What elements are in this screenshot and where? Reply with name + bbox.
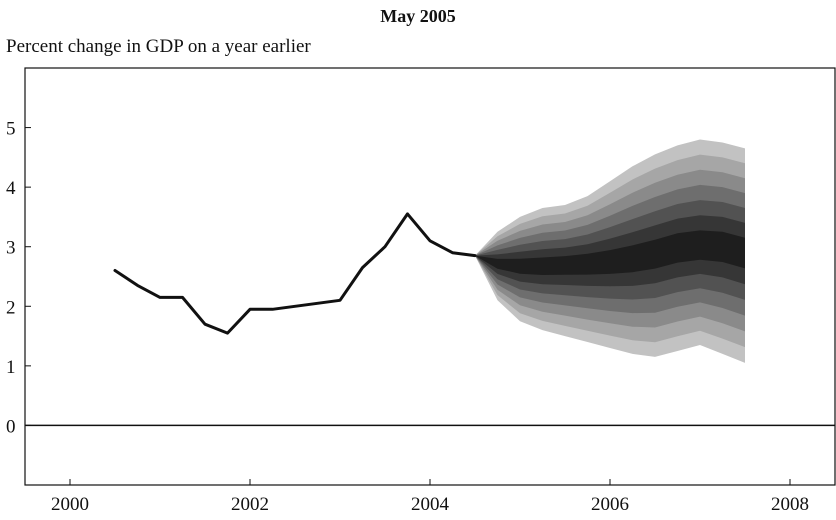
axes xyxy=(24,67,836,486)
chart-subtitle: Percent change in GDP on a year earlier xyxy=(6,36,311,57)
y-tick-label: 3 xyxy=(6,238,16,259)
fan-bands xyxy=(475,139,745,363)
x-tick-label: 2000 xyxy=(51,494,89,515)
x-tick-label: 2006 xyxy=(591,494,629,515)
y-tick-label: 1 xyxy=(6,357,16,378)
y-tick-label: 2 xyxy=(6,297,16,318)
chart-title: May 2005 xyxy=(380,6,456,26)
tick-labels: 0 1 2 3 4 5 2000 2002 2004 2006 2008 xyxy=(6,119,809,515)
history-line-layer xyxy=(113,212,477,335)
x-tick-label: 2008 xyxy=(771,494,809,515)
history-line xyxy=(113,212,477,335)
fan-band-7 xyxy=(475,230,745,275)
y-tick-label: 4 xyxy=(6,178,16,199)
y-tick-label: 0 xyxy=(6,416,16,437)
x-tick-label: 2002 xyxy=(231,494,269,515)
y-tick-label: 5 xyxy=(6,119,16,140)
x-tick-label: 2004 xyxy=(411,494,450,515)
